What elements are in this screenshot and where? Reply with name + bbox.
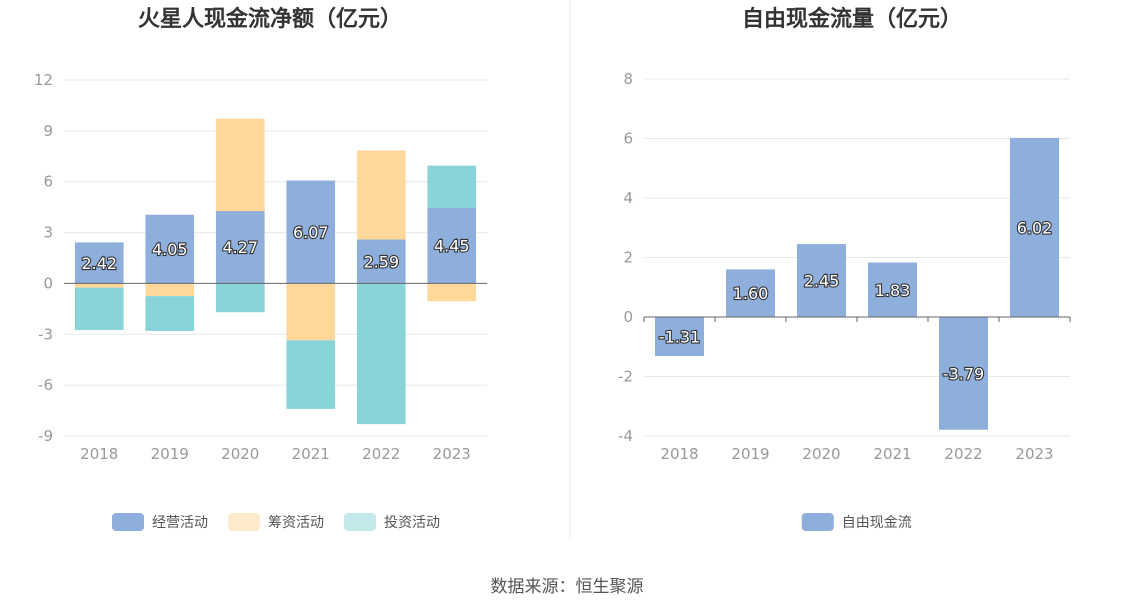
y-tick-label: 2 — [623, 249, 633, 267]
bar — [145, 214, 195, 284]
legend-label: 筹资活动 — [268, 514, 324, 531]
data-label: 4.45 — [434, 237, 470, 256]
legend-swatch — [112, 513, 144, 531]
legend-item[interactable]: 筹资活动 — [228, 513, 324, 531]
bar — [145, 283, 195, 297]
bar — [939, 317, 988, 430]
legend-item[interactable]: 投资活动 — [344, 513, 440, 531]
x-tick-label: 2022 — [944, 445, 982, 463]
bar — [356, 283, 406, 425]
legend-label: 自由现金流 — [842, 515, 912, 531]
bar — [286, 340, 336, 409]
data-label: 2.59 — [363, 252, 399, 271]
legend: 自由现金流 — [801, 513, 912, 531]
x-tick-label: 2020 — [221, 445, 259, 463]
legend-swatch — [228, 513, 260, 531]
x-tick-label: 2021 — [873, 445, 911, 463]
data-label: 6.02 — [1017, 218, 1053, 237]
x-tick-label: 2021 — [292, 445, 330, 463]
bar — [74, 242, 124, 284]
y-tick-label: -3 — [38, 325, 53, 343]
data-label: 2.42 — [81, 254, 117, 273]
x-tick-label: 2018 — [660, 445, 698, 463]
bar — [74, 283, 124, 288]
bar — [726, 269, 775, 317]
legend-swatch — [801, 513, 834, 531]
y-tick-label: -2 — [618, 368, 633, 386]
legend-swatch — [344, 513, 376, 531]
data-label: -3.79 — [943, 364, 984, 383]
data-source-note: 数据来源：恒生聚源 — [490, 577, 644, 597]
bar — [145, 296, 195, 331]
y-tick-label: 4 — [623, 189, 633, 207]
bar — [215, 118, 265, 212]
y-tick-label: 6 — [43, 173, 53, 191]
bar — [868, 262, 917, 317]
chart-title: 自由现金流量（亿元） — [742, 6, 962, 32]
y-tick-label: 0 — [43, 274, 53, 292]
bar — [215, 283, 265, 313]
bar — [74, 287, 124, 331]
bars — [655, 137, 1059, 430]
data-label: 1.60 — [733, 284, 769, 303]
y-tick-label: 0 — [623, 308, 633, 326]
bar — [427, 283, 477, 302]
bar — [286, 180, 336, 284]
legend-item[interactable]: 经营活动 — [112, 513, 208, 531]
y-tick-label: -9 — [38, 427, 53, 445]
net-cash-flow-chart: 火星人现金流净额（亿元） 12 9 6 3 0 -3 -6 -9 2018 2019 2020 2021… — [34, 6, 487, 531]
bar — [797, 244, 846, 317]
y-tick-label: 3 — [43, 224, 53, 242]
data-label: 4.05 — [152, 240, 188, 259]
y-tick-label: 6 — [623, 130, 633, 148]
bar — [655, 317, 704, 356]
data-label: -1.31 — [659, 327, 700, 346]
bar — [427, 165, 477, 208]
legend-label: 投资活动 — [384, 515, 440, 531]
data-label: 6.07 — [293, 223, 329, 242]
legend-item[interactable]: 自由现金流 — [801, 513, 912, 531]
bar — [286, 283, 336, 341]
y-tick-label: -4 — [618, 427, 633, 445]
bars — [74, 118, 477, 425]
data-label: 2.45 — [804, 272, 840, 291]
bar — [427, 207, 477, 284]
chart-title: 火星人现金流净额（亿元） — [138, 6, 402, 32]
y-tick-label: 12 — [34, 71, 53, 89]
free-cash-flow-chart: 自由现金流量（亿元） 8 6 4 2 0 -2 -4 2018 2019 2020 2021 2022 2… — [618, 6, 1071, 531]
data-label: 1.83 — [875, 281, 911, 300]
legend-label: 经营活动 — [152, 515, 208, 531]
x-tick-label: 2020 — [802, 445, 840, 463]
bar — [215, 211, 265, 284]
y-tick-label: 8 — [623, 70, 633, 88]
y-tick-label: 9 — [43, 122, 53, 140]
x-tick-label: 2023 — [433, 445, 471, 463]
y-tick-label: -6 — [38, 376, 53, 394]
bar — [356, 239, 406, 284]
legend: 经营活动 筹资活动 投资活动 — [112, 513, 440, 531]
x-tick-label: 2019 — [151, 445, 189, 463]
data-label: 4.27 — [222, 238, 258, 257]
x-tick-label: 2022 — [362, 445, 400, 463]
bar — [1010, 137, 1059, 317]
x-tick-label: 2023 — [1015, 445, 1053, 463]
bar — [356, 150, 406, 240]
x-tick-label: 2018 — [80, 445, 118, 463]
x-tick-label: 2019 — [731, 445, 769, 463]
